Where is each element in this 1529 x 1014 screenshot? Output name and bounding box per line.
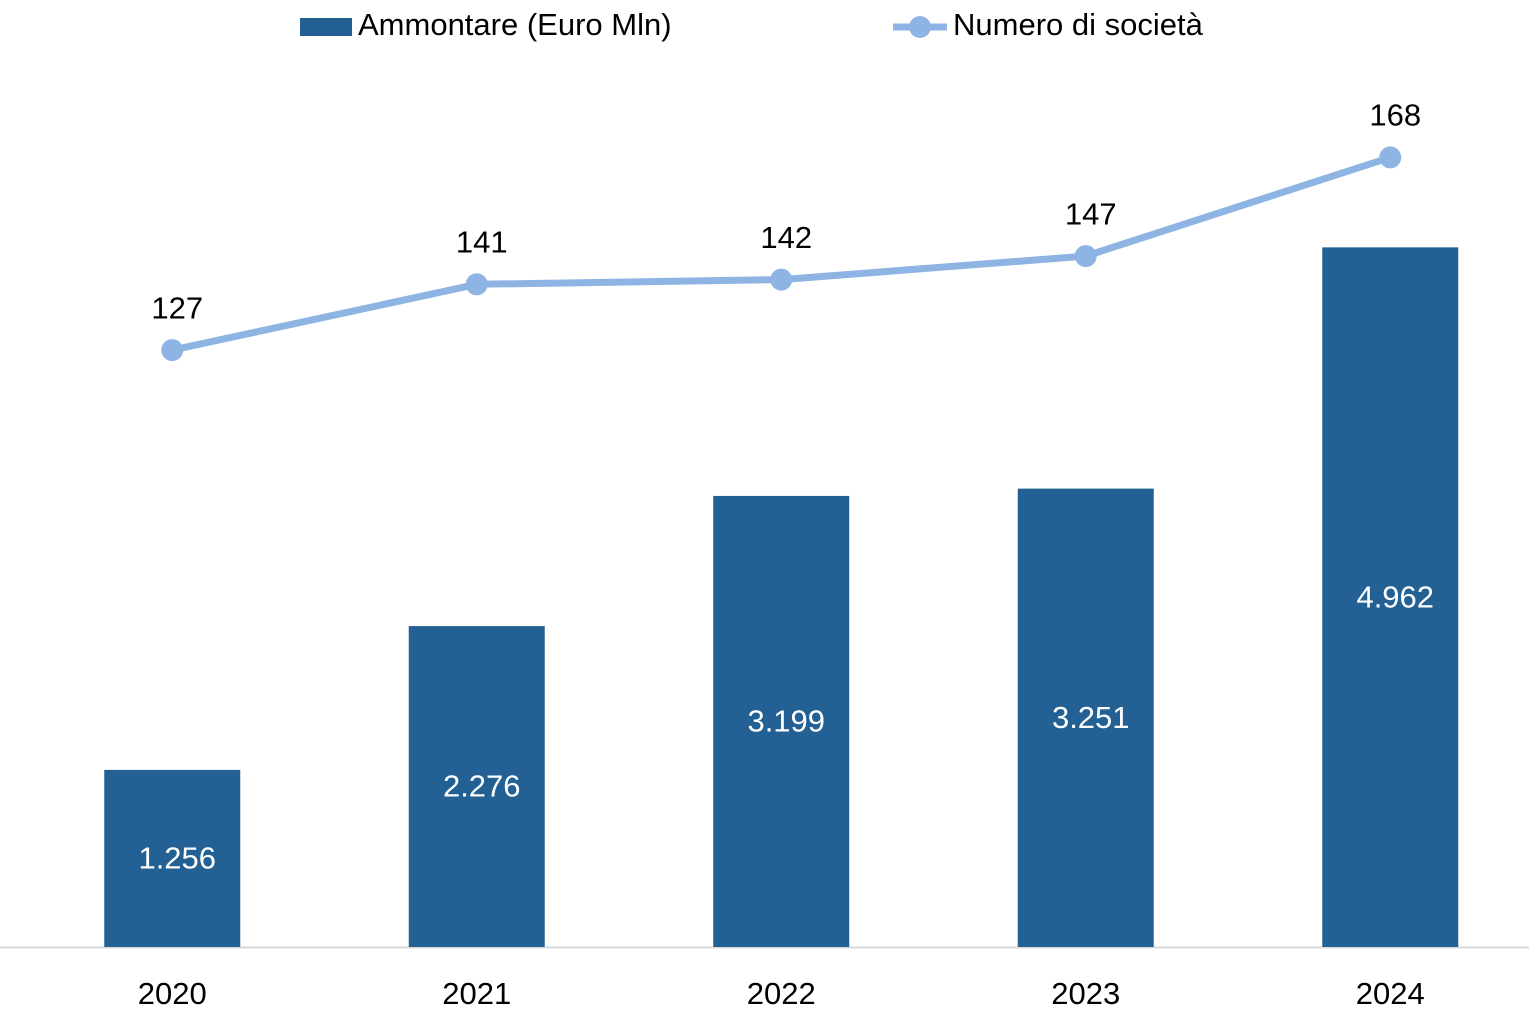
bar-value-label: 1.256 [138, 841, 216, 876]
line-value-label: 142 [760, 220, 812, 255]
line-marker [770, 268, 793, 291]
legend-swatch [300, 18, 352, 36]
line-marker [1074, 245, 1097, 268]
bar [1017, 488, 1154, 947]
line-marker [161, 339, 184, 362]
x-tick-label: 2021 [442, 976, 511, 1011]
x-tick-label: 2023 [1051, 976, 1120, 1011]
bar [713, 495, 850, 947]
bar [408, 626, 545, 947]
legend-marker [909, 16, 931, 38]
line-value-label: 147 [1065, 196, 1117, 231]
line-value-label: 168 [1369, 98, 1421, 133]
x-tick-label: 2020 [138, 976, 207, 1011]
line-marker [1379, 146, 1402, 169]
bar-value-label: 3.251 [1052, 700, 1130, 735]
bar [104, 769, 241, 947]
x-tick-label: 2024 [1356, 976, 1425, 1011]
bar-value-label: 3.199 [747, 704, 825, 739]
line-value-label: 141 [456, 224, 508, 259]
bar-value-label: 4.962 [1356, 579, 1434, 614]
bar [1322, 247, 1459, 947]
bar-value-label: 2.276 [443, 769, 521, 804]
line-marker [465, 273, 488, 296]
x-tick-label: 2022 [747, 976, 816, 1011]
legend-label: Ammontare (Euro Mln) [358, 7, 672, 42]
legend-label: Numero di società [953, 7, 1204, 42]
line-value-label: 127 [151, 290, 203, 325]
